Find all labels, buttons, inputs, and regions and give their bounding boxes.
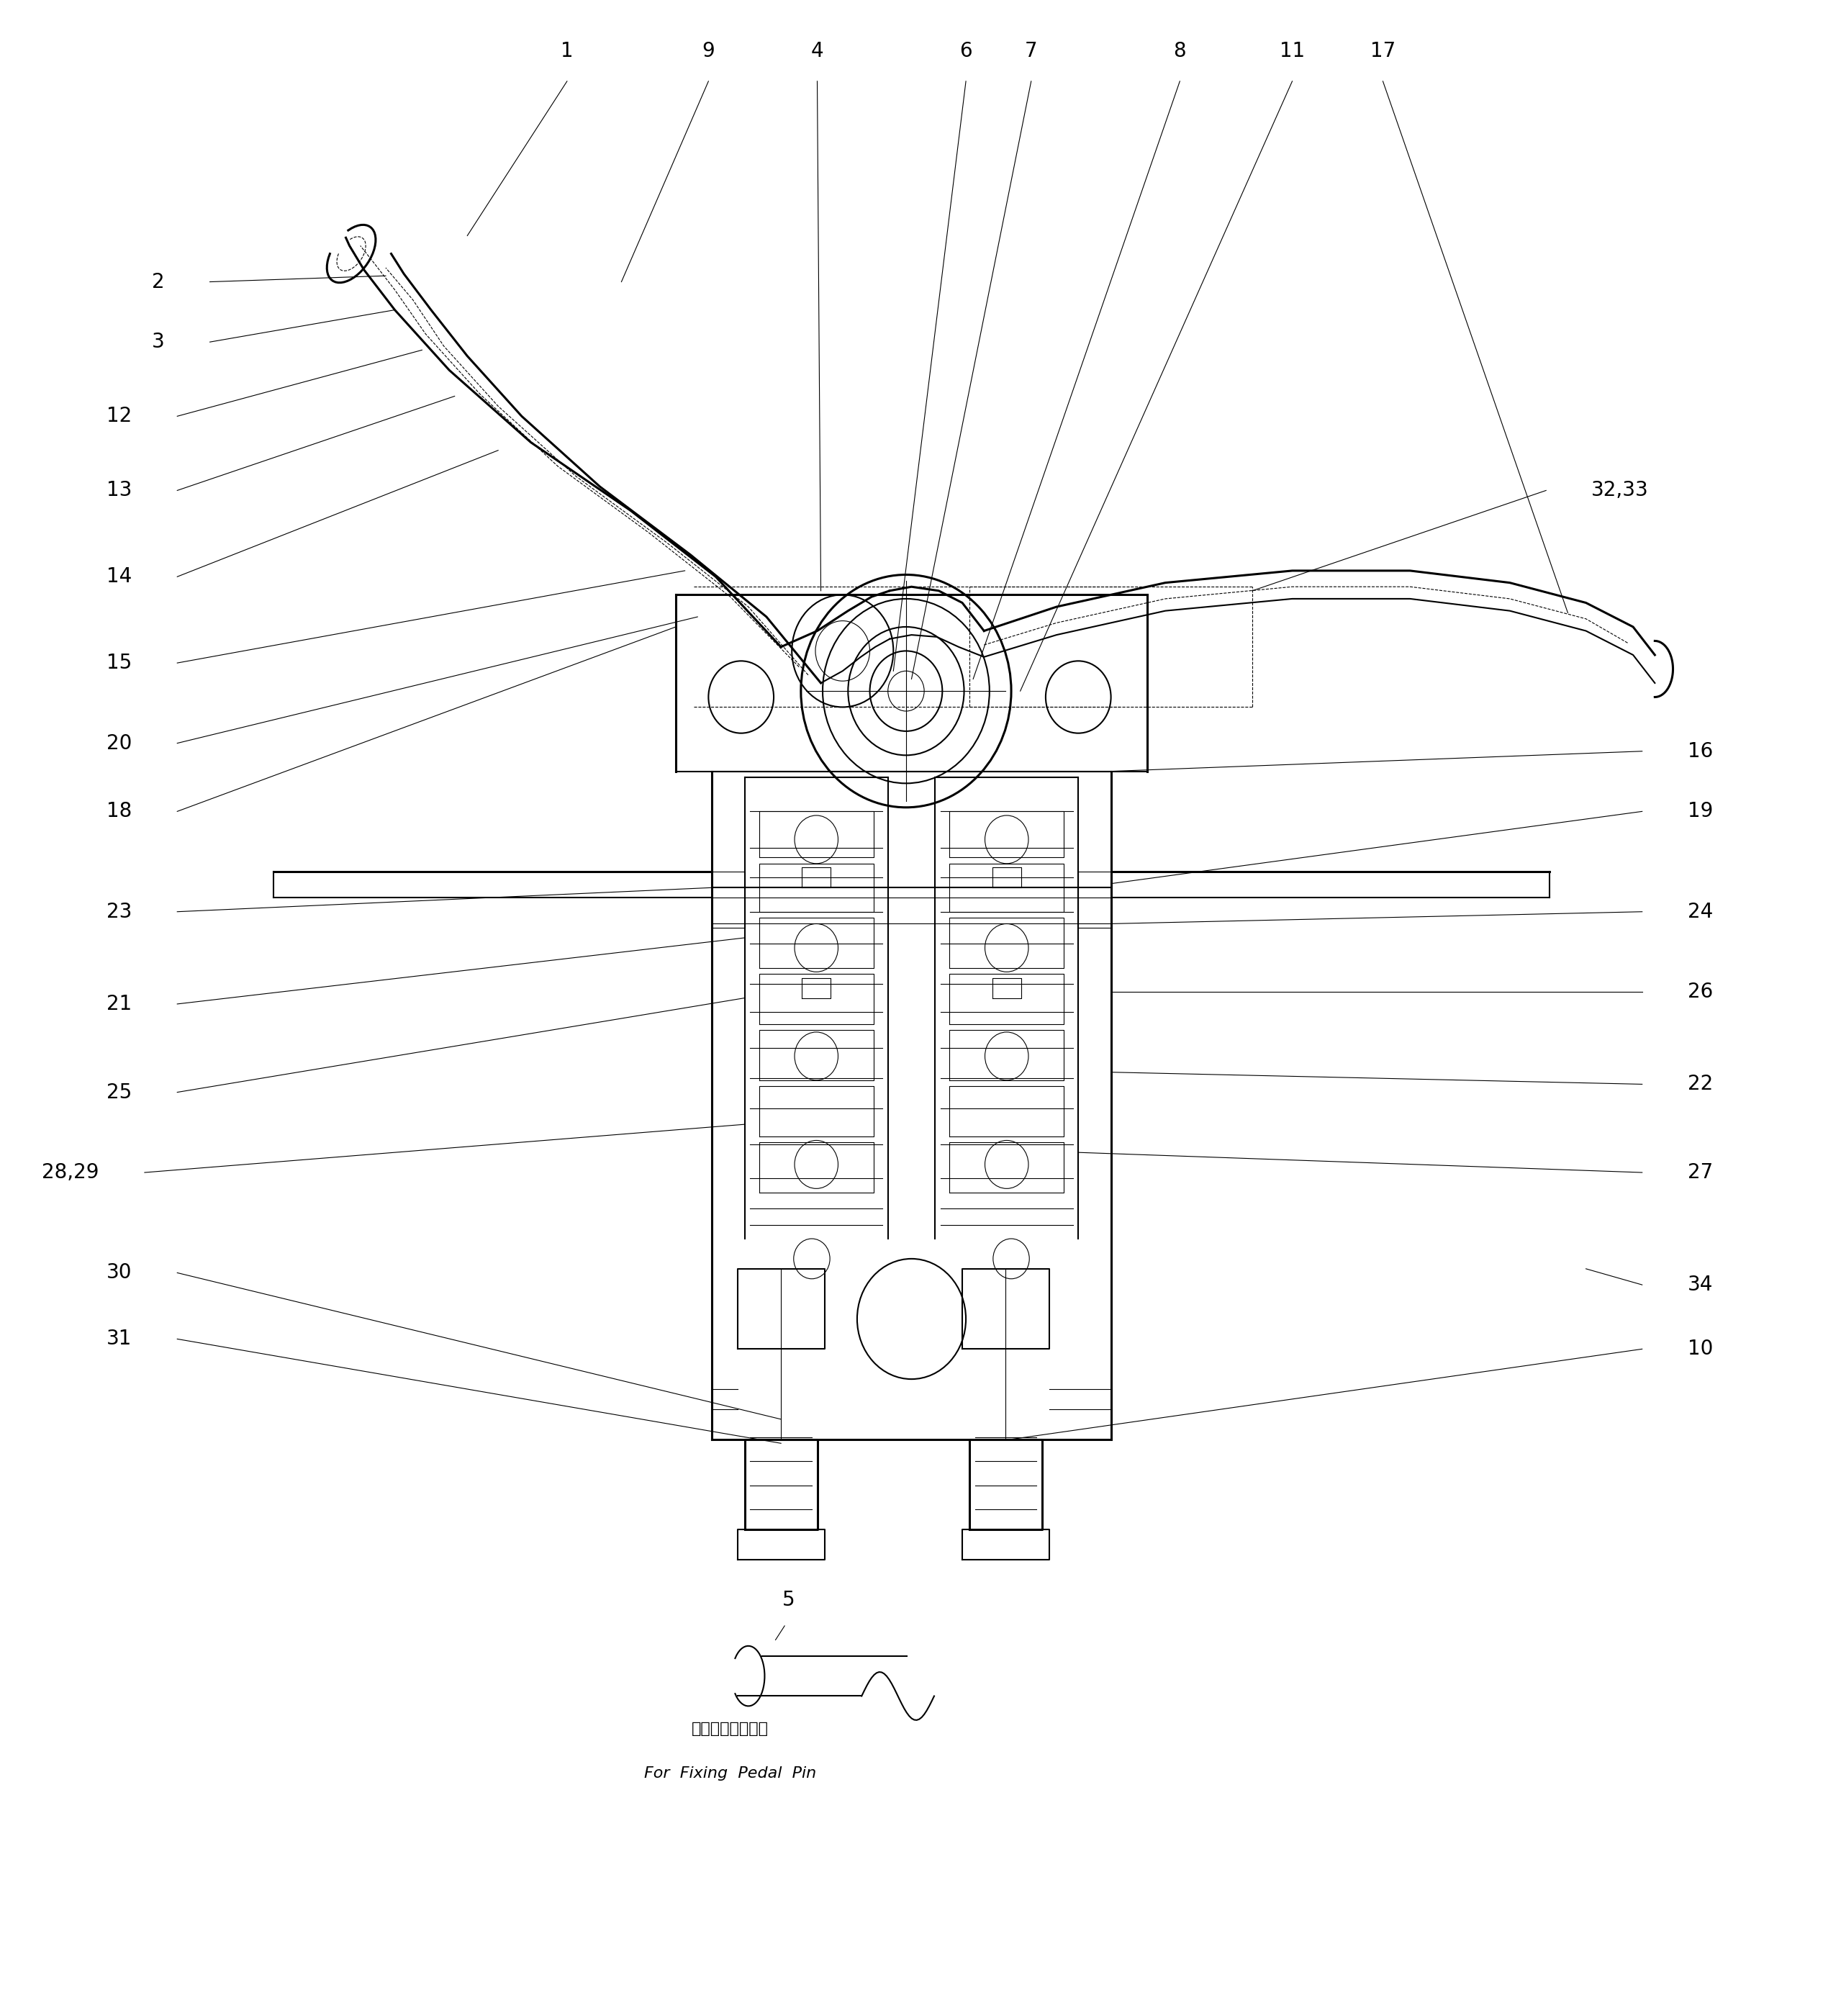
Text: 11: 11 [1280,40,1305,60]
Text: 9: 9 [702,40,715,60]
Text: 21: 21 [106,994,131,1014]
Text: 2: 2 [151,272,164,292]
Text: 26: 26 [1688,982,1714,1002]
Text: 12: 12 [106,405,131,425]
Text: 6: 6 [959,40,972,60]
Text: 31: 31 [106,1329,131,1349]
Text: 17: 17 [1371,40,1396,60]
Text: 32,33: 32,33 [1591,480,1648,500]
Text: 7: 7 [1025,40,1037,60]
Text: 20: 20 [106,734,131,754]
Text: 4: 4 [811,40,824,60]
Text: 25: 25 [106,1083,131,1103]
Text: 30: 30 [106,1262,131,1282]
Text: 8: 8 [1174,40,1187,60]
Text: 13: 13 [106,480,131,500]
Text: ペダルピン固定用: ペダルピン固定用 [691,1722,769,1736]
Text: 1: 1 [561,40,574,60]
Text: 27: 27 [1688,1163,1714,1183]
Text: 23: 23 [106,901,131,921]
Text: 3: 3 [151,333,164,353]
Text: 18: 18 [106,800,131,821]
Text: 28,29: 28,29 [42,1163,98,1183]
Text: 24: 24 [1688,901,1714,921]
Text: 14: 14 [106,566,131,587]
Text: 34: 34 [1688,1274,1714,1294]
Text: 19: 19 [1688,800,1714,821]
Text: 5: 5 [782,1591,795,1611]
Text: For  Fixing  Pedal  Pin: For Fixing Pedal Pin [644,1766,817,1780]
Text: 22: 22 [1688,1075,1714,1095]
Text: 10: 10 [1688,1339,1714,1359]
Text: 15: 15 [106,653,131,673]
Text: 16: 16 [1688,742,1714,762]
